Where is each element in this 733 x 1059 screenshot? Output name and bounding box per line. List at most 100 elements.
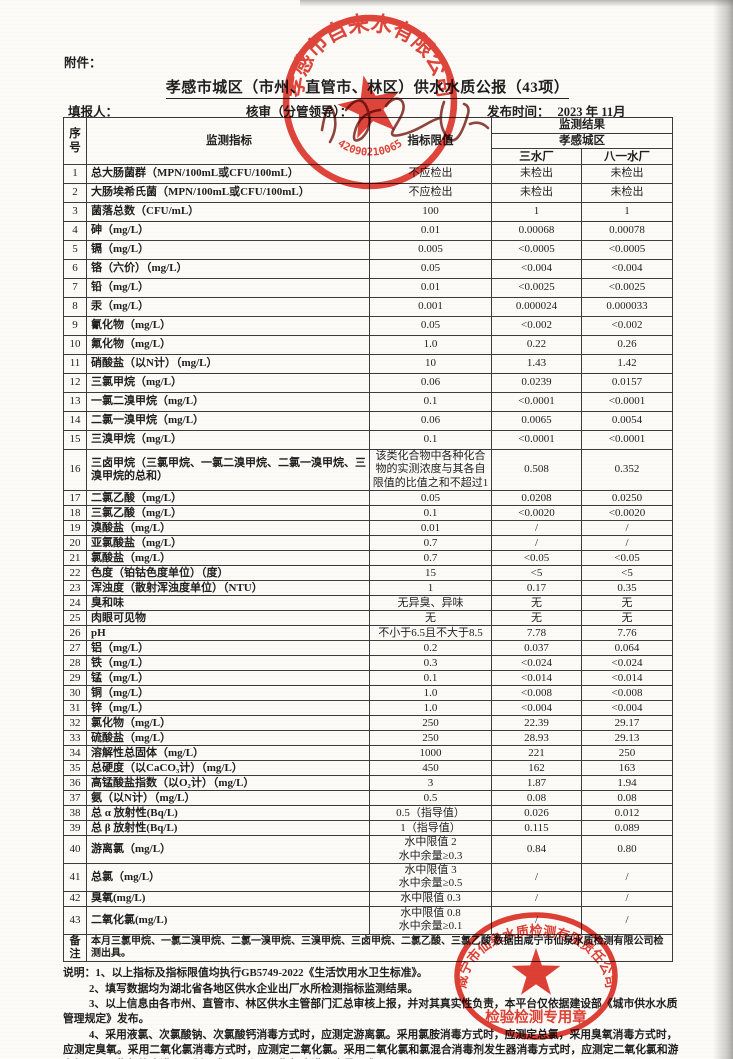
remark-row: 备注 本月三氯甲烷、一氯二溴甲烷、二氯一溴甲烷、三溴甲烷、三卤甲烷、二氯乙酸、三…	[63, 933, 673, 963]
table-row: 32 氯化物（mg/L） 250 22.39 29.17	[63, 715, 673, 732]
table-row: 5 镉（mg/L） 0.005 <0.0005 <0.0005	[63, 240, 673, 261]
row-limit: 0.1	[369, 392, 492, 413]
table-row: 7 铅（mg/L） 0.01 <0.0025 <0.0025	[63, 278, 673, 299]
row-limit: 15	[369, 565, 492, 582]
row-no: 14	[63, 411, 87, 432]
table-row: 14 二氯一溴甲烷（mg/L） 0.06 0.0065 0.0054	[63, 411, 673, 432]
row-indicator: 二氧化氯(mg/L)	[86, 905, 370, 935]
row-no: 19	[63, 520, 87, 537]
table-row: 12 三氯甲烷（mg/L） 0.06 0.0239 0.0157	[63, 373, 673, 394]
row-limit: 0.5（指导值）	[369, 805, 492, 822]
row-no: 12	[63, 373, 87, 394]
row-value-plant1: 0.17	[491, 580, 582, 597]
row-no: 9	[63, 316, 87, 337]
table-row: 40 游离氯（mg/L） 水中限值 2 水中余量≥0.3 0.84 0.80	[63, 835, 673, 865]
row-value-plant2: 29.17	[581, 715, 673, 732]
row-limit: 0.1	[369, 505, 492, 522]
row-value-plant1: <0.002	[491, 316, 582, 337]
row-indicator: 溶解性总固体（mg/L）	[86, 745, 370, 762]
row-limit: 0.1	[369, 430, 492, 451]
row-no: 41	[63, 863, 87, 892]
row-no: 29	[63, 670, 87, 687]
row-value-plant1: 无	[491, 610, 582, 627]
row-indicator: 铁（mg/L）	[86, 655, 370, 672]
row-limit: 0.05	[369, 316, 492, 337]
table-row: 13 一氯二溴甲烷（mg/L） 0.1 <0.0001 <0.0001	[63, 392, 673, 413]
row-no: 18	[63, 505, 87, 522]
row-value-plant2: 0.35	[581, 580, 673, 597]
row-indicator: 总大肠菌群（MPN/100mL或CFU/100mL）	[86, 164, 370, 185]
row-no: 38	[63, 805, 87, 822]
row-no: 6	[63, 259, 87, 280]
row-limit: 不小于6.5且不大于8.5	[369, 625, 492, 642]
row-no: 36	[63, 775, 87, 792]
row-value-plant2: 1	[581, 202, 673, 223]
row-limit: 0.3	[369, 655, 492, 672]
note-item: 4、采用液氯、次氯酸钠、次氯酸钙消毒方式时，应测定游离氯。采用氯胺消毒方式时，应…	[63, 1028, 679, 1057]
row-value-plant1: <0.05	[491, 550, 582, 567]
row-value-plant2: <0.0001	[581, 392, 673, 413]
row-no: 3	[63, 202, 87, 223]
table-row: 37 氨（以N计）（mg/L） 0.5 0.08 0.08	[63, 790, 673, 807]
row-indicator: pH	[86, 625, 370, 642]
row-no: 11	[63, 354, 87, 375]
table-row: 39 总 β 放射性(Bq/L) 1（指导值） 0.115 0.089	[63, 820, 673, 837]
row-value-plant2: <0.002	[581, 316, 673, 337]
row-value-plant1: /	[491, 890, 582, 907]
table-row: 2 大肠埃希氏菌（MPN/100mL或CFU/100mL） 不应检出 未检出 未…	[63, 183, 673, 204]
row-indicator: 二氯乙酸（mg/L）	[86, 490, 370, 507]
publish-label: 发布时间：	[487, 105, 550, 119]
row-value-plant2: 0.00078	[581, 221, 673, 242]
row-value-plant1: 未检出	[491, 183, 582, 204]
table-row: 41 总氯（mg/L） 水中限值 3 水中余量≥0.5 / /	[63, 863, 673, 892]
note-item-text: 1、以上指标及指标限值均执行GB5749-2022《生活饮用水卫生标准》。	[95, 967, 428, 980]
col-header-area: 孝感城区	[491, 132, 673, 150]
row-value-plant1: 1.87	[491, 775, 582, 792]
row-value-plant2: 0.089	[581, 820, 673, 837]
note-item: 说明：1、以上指标及指标限值均执行GB5749-2022《生活饮用水卫生标准》。	[63, 966, 679, 981]
row-no: 17	[63, 490, 87, 507]
row-limit: 无	[369, 610, 492, 627]
row-value-plant1: 0.000024	[491, 297, 582, 318]
row-value-plant1: <0.0020	[491, 505, 582, 522]
row-indicator: 氰化物（mg/L）	[86, 316, 370, 337]
row-limit: 水中限值 0.8 水中余量≥0.1	[369, 905, 492, 935]
table-row: 28 铁（mg/L） 0.3 <0.024 <0.024	[63, 655, 673, 672]
row-no: 26	[63, 625, 87, 642]
row-no: 37	[63, 790, 87, 807]
water-quality-table: 序号 监测指标 指标限值 监测结果 孝感城区 三水厂 八一水厂 1 总大肠菌群（…	[63, 116, 673, 963]
row-value-plant2: 0.08	[581, 790, 673, 807]
row-limit: 该类化合物中各种化合物的实测浓度与其各自限值的比值之和不超过1	[369, 449, 492, 492]
row-no: 30	[63, 685, 87, 702]
row-indicator: 氟化物（mg/L）	[86, 335, 370, 356]
row-indicator: 砷（mg/L）	[86, 221, 370, 242]
row-no: 2	[63, 183, 87, 204]
table-row: 35 总硬度（以CaCO₃计）（mg/L） 450 162 163	[63, 760, 673, 777]
row-value-plant2: /	[581, 890, 673, 907]
table-row: 31 锌（mg/L） 1.0 <0.004 <0.004	[63, 700, 673, 717]
row-limit: 水中限值 2 水中余量≥0.3	[369, 835, 492, 865]
row-value-plant1: 1	[491, 202, 582, 223]
row-no: 25	[63, 610, 87, 627]
row-value-plant1: 0.84	[491, 835, 582, 865]
row-limit: 0.01	[369, 278, 492, 299]
handwritten-signature	[320, 97, 490, 144]
row-value-plant1: 221	[491, 745, 582, 762]
table-row: 43 二氧化氯(mg/L) 水中限值 0.8 水中余量≥0.1 / /	[63, 905, 673, 935]
row-limit: 100	[369, 202, 492, 223]
row-value-plant1: 0.0239	[491, 373, 582, 394]
row-limit: 无异臭、异味	[369, 595, 492, 612]
row-indicator: 臭氧(mg/L)	[86, 890, 370, 907]
row-indicator: 镉（mg/L）	[86, 240, 370, 261]
row-value-plant1: /	[491, 863, 582, 892]
row-no: 42	[63, 890, 87, 907]
row-indicator: 铝（mg/L）	[86, 640, 370, 657]
row-value-plant1: /	[491, 905, 582, 935]
row-value-plant2: /	[581, 905, 673, 935]
row-value-plant1: 无	[491, 595, 582, 612]
row-no: 4	[63, 221, 87, 242]
table-row: 8 汞（mg/L） 0.001 0.000024 0.000033	[63, 297, 673, 318]
row-indicator: 铬（六价）（mg/L）	[86, 259, 370, 280]
row-limit: 0.5	[369, 790, 492, 807]
